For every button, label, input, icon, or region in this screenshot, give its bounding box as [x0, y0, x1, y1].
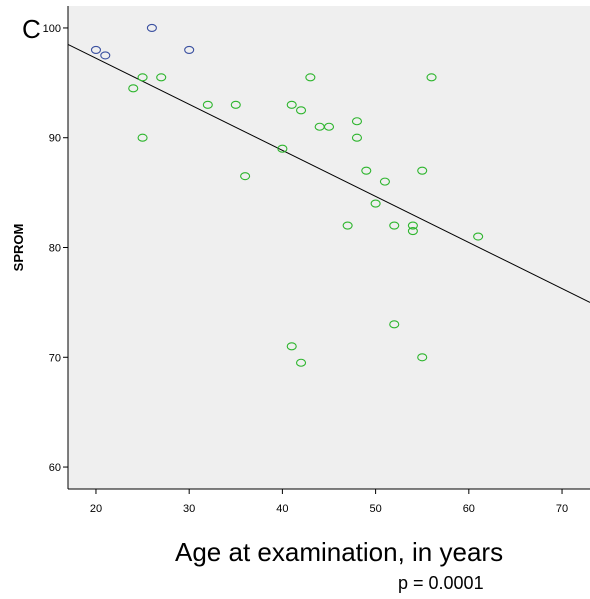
data-point — [295, 106, 307, 115]
data-point — [277, 144, 288, 153]
data-point — [351, 133, 363, 142]
data-point — [323, 122, 335, 131]
data-point — [305, 73, 316, 82]
data-point — [473, 232, 484, 241]
data-point — [128, 84, 139, 93]
x-tick-label: 70 — [556, 503, 568, 515]
x-tick-label: 50 — [369, 503, 381, 515]
data-point — [146, 23, 157, 33]
data-points — [90, 23, 484, 367]
data-point — [137, 73, 148, 82]
x-tick-label: 30 — [183, 503, 195, 515]
data-point — [286, 342, 297, 351]
data-point — [417, 353, 428, 362]
data-point — [137, 133, 148, 142]
axes: 60 70 80 90 100 20 30 40 50 60 70 — [43, 6, 590, 515]
y-axis-label: SPROM — [11, 224, 26, 272]
y-tick-label: 70 — [49, 352, 61, 364]
data-point — [240, 172, 251, 181]
fit-line — [67, 43, 590, 303]
y-tick-label: 60 — [49, 462, 61, 474]
data-point — [417, 166, 428, 175]
data-point — [184, 45, 195, 54]
data-point — [407, 221, 418, 230]
data-point — [342, 221, 353, 230]
x-tick-label: 60 — [463, 503, 475, 515]
y-tick-label: 90 — [49, 133, 61, 145]
panel-label: C — [22, 14, 41, 44]
data-point — [407, 226, 418, 236]
y-tick-label: 80 — [49, 243, 61, 255]
data-point — [100, 51, 111, 60]
data-point — [286, 100, 297, 109]
data-point — [295, 358, 307, 367]
data-point — [361, 166, 372, 175]
regression-line — [67, 43, 590, 303]
data-point — [389, 320, 400, 329]
x-axis-label: Age at examination, in years — [175, 537, 504, 567]
data-point — [351, 117, 363, 126]
x-tick-label: 20 — [90, 503, 102, 515]
data-point — [202, 100, 213, 109]
y-tick-label: 100 — [43, 23, 61, 35]
data-point — [370, 199, 381, 208]
data-point — [90, 45, 102, 54]
x-tick-label: 40 — [276, 503, 288, 515]
p-value: p = 0.0001 — [398, 573, 484, 593]
plot-area — [68, 6, 590, 489]
data-point — [379, 177, 390, 186]
data-point — [389, 221, 400, 230]
data-point — [156, 73, 167, 82]
data-point — [426, 73, 437, 82]
data-point — [230, 100, 241, 109]
